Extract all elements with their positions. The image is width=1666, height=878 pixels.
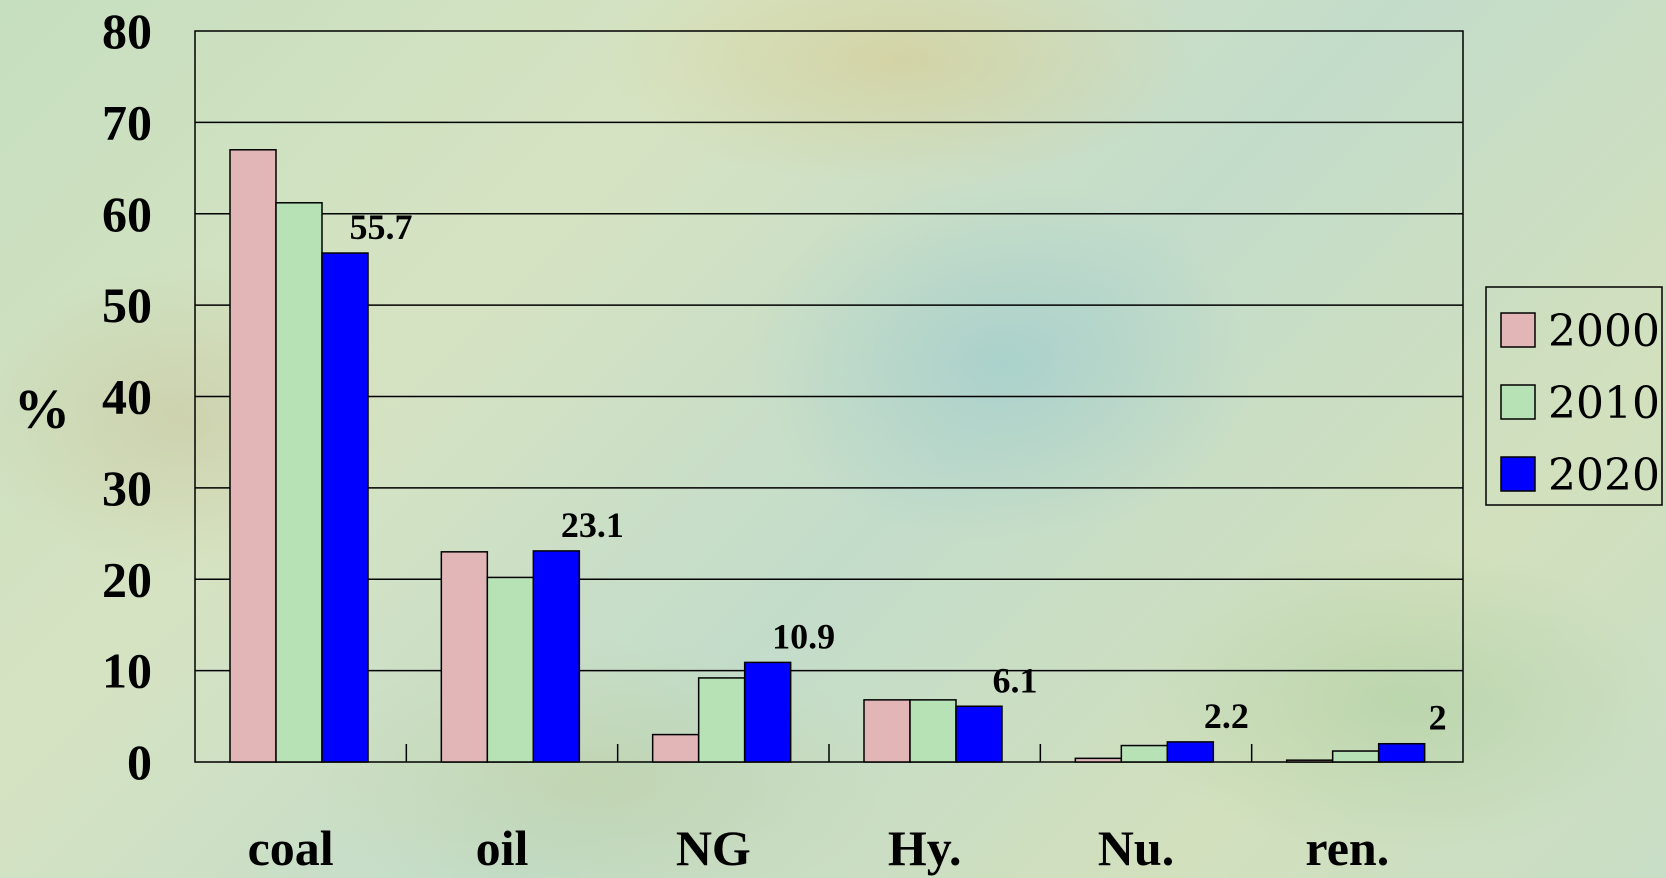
bar-coal-2000	[229, 149, 277, 763]
x-tick-label-ren.: ren.	[1305, 820, 1389, 876]
bar-NG-2020	[743, 661, 792, 763]
bar-ren.-2020	[1377, 742, 1426, 763]
data-labels: 55.7 23.1 10.9 6.1 2.2 2	[350, 207, 1447, 738]
legend-label-2000: 2000	[1548, 306, 1660, 357]
legend-swatch-2020	[1500, 456, 1536, 492]
y-tick-label: 30	[102, 460, 152, 516]
gridlines	[194, 30, 1464, 763]
bars	[229, 149, 1426, 763]
bar-oil-2020	[532, 550, 581, 763]
y-tick-label: 60	[102, 186, 152, 242]
y-tick-label: 10	[102, 643, 152, 699]
bar-oil-2000	[440, 551, 489, 763]
bar-Hy.-2010	[909, 699, 957, 763]
legend-swatch-2000	[1500, 312, 1536, 348]
bar-NG-2010	[697, 677, 746, 763]
legend-label-2010: 2010	[1548, 378, 1660, 429]
data-label-Hy.: 6.1	[993, 660, 1038, 700]
data-label-NG: 10.9	[772, 616, 835, 656]
legend-box	[1485, 286, 1663, 506]
legend-label-2020: 2020	[1548, 450, 1660, 501]
bar-Nu.-2020	[1166, 741, 1215, 763]
y-tick-label: 20	[102, 551, 152, 607]
data-label-Nu.: 2.2	[1204, 696, 1249, 736]
x-tick-label-NG: NG	[676, 820, 751, 876]
y-tick-label: 0	[127, 734, 152, 790]
bar-ren.-2010	[1331, 750, 1380, 763]
data-label-ren.: 2	[1429, 698, 1447, 738]
bar-NG-2000	[651, 733, 700, 763]
y-tick-label: 70	[102, 94, 152, 150]
x-tick-label-oil: oil	[476, 820, 529, 876]
x-tick-labels: coal oil NG Hy. Nu. ren.	[248, 820, 1390, 876]
y-tick-label: 50	[102, 277, 152, 333]
x-tick-label-coal: coal	[248, 820, 334, 876]
bar-Hy.-2020	[955, 705, 1003, 763]
bar-coal-2020	[321, 252, 369, 763]
y-tick-label: 40	[102, 369, 152, 425]
y-tick-label: 80	[102, 3, 152, 59]
x-tick-label-Hy.: Hy.	[888, 820, 962, 876]
y-tick-labels: 0 10 20 30 40 50 60 70 80	[102, 3, 152, 790]
bar-coal-2010	[275, 202, 323, 763]
bar-Nu.-2010	[1120, 744, 1169, 763]
bar-ren.-2000	[1285, 759, 1334, 763]
y-axis-label: %	[14, 379, 70, 441]
legend: 2000 2010 2020	[1485, 286, 1663, 506]
legend-swatch-2010	[1500, 384, 1536, 420]
bar-Nu.-2000	[1074, 757, 1123, 763]
data-label-oil: 23.1	[561, 505, 624, 545]
data-label-coal: 55.7	[350, 207, 413, 247]
x-tick-label-Nu.: Nu.	[1098, 820, 1174, 876]
bar-Hy.-2000	[863, 699, 911, 763]
bar-oil-2010	[486, 576, 535, 763]
